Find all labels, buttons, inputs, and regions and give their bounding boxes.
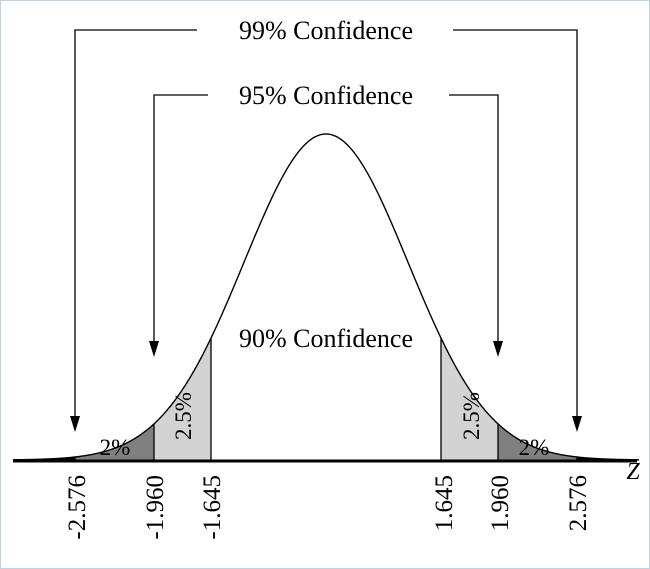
tick-label-neg-1960: -1.960 [142, 475, 169, 540]
left-2-percent-label: 2% [100, 435, 131, 460]
left-2-5-percent-label: 2.5% [171, 392, 196, 440]
right-2-5-percent-region [441, 338, 498, 460]
tick-label-neg-1645: -1.645 [199, 475, 226, 540]
ci99-left-arrowhead-icon [70, 416, 80, 432]
ci99-left-arrow-line [74, 29, 197, 419]
ci95-label: 95% Confidence [239, 81, 413, 110]
right-2-5-percent-label: 2.5% [459, 392, 484, 440]
left-2-5-percent-region [154, 338, 211, 460]
right-outer-tail-region [577, 456, 639, 460]
normal-curve [12, 133, 640, 461]
left-outer-tail-region [13, 456, 75, 460]
left-2-percent-region [75, 423, 154, 460]
tick-label-neg-2576: -2.576 [64, 475, 91, 540]
ci95-right-arrow-line [449, 94, 499, 344]
z-axis-label: Z [626, 459, 640, 485]
ci90-label: 90% Confidence [239, 324, 413, 353]
ci95-right-arrowhead-icon [493, 341, 503, 357]
ci99-label: 99% Confidence [239, 16, 413, 45]
right-2-percent-region [498, 423, 577, 460]
ci99-right-arrowhead-icon [572, 416, 582, 432]
ci95-left-arrow-line [153, 94, 208, 344]
tick-label-pos-1960: 1.960 [487, 475, 514, 531]
tick-label-pos-1645: 1.645 [431, 475, 458, 531]
ci99-right-arrow-line [453, 29, 578, 419]
tick-label-pos-2576: 2.576 [565, 475, 592, 531]
ci95-left-arrowhead-icon [149, 341, 159, 357]
right-2-percent-label: 2% [519, 435, 550, 460]
